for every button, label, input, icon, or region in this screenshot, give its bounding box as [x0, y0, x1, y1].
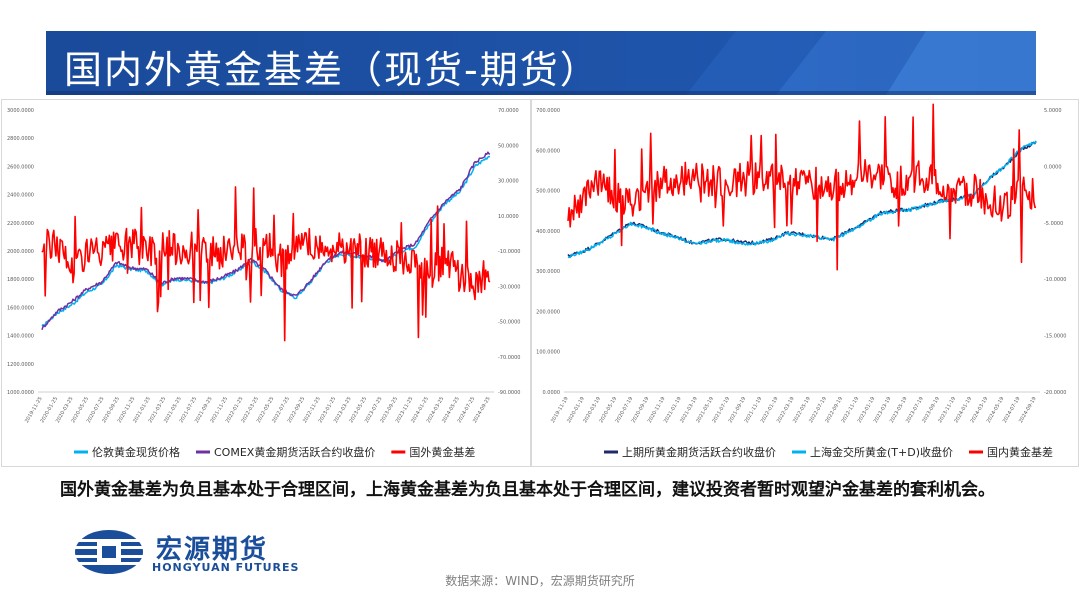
analysis-caption: 国外黄金基差为负且基本处于合理区间，上海黄金基差为负且基本处于合理区间，建议投资…	[60, 480, 995, 500]
logo-chinese-name: 宏源期货	[156, 535, 269, 565]
chart-foreign-gold-basis-svg: 1000.0000 1200.0000 1400.0000 1600.0000 1800…	[7, 108, 521, 459]
right-axis-tick-label: -70.0000	[498, 355, 520, 361]
right-axis-tick-label: -20.0000	[1044, 390, 1066, 396]
left-axis-tick-label: 400.0000	[536, 229, 560, 235]
logo-english-name: HONGYUAN FUTURES	[152, 561, 300, 574]
page-title: 国内外黄金基差（现货-期货）	[64, 48, 600, 92]
right-axis-tick-label: -30.0000	[498, 284, 520, 290]
right-axis-tick-label: 0.0000	[1044, 164, 1062, 170]
legend-label: COMEX黄金期货活跃合约收盘价	[214, 445, 375, 459]
left-axis-tick-label: 500.0000	[536, 189, 560, 195]
left-axis-tick-label: 700.0000	[536, 108, 560, 114]
series-line	[567, 103, 1037, 271]
left-axis-tick-label: 100.0000	[536, 350, 560, 356]
right-axis-tick-label: 10.0000	[498, 214, 519, 220]
chart-domestic-gold-basis-svg: 0.0000 100.0000 200.0000 300.0000 400.0000 50…	[536, 103, 1066, 459]
left-axis-tick-label: 300.0000	[536, 269, 560, 275]
left-axis-tick-label: 2400.0000	[7, 193, 34, 199]
right-axis-tick-label: -50.0000	[498, 320, 520, 326]
left-axis-tick-label: 2600.0000	[7, 164, 34, 170]
hongyuan-logo-icon	[75, 530, 143, 574]
legend-label: 上海金交所黄金(T+D)收盘价	[810, 445, 953, 459]
series-line	[41, 155, 491, 328]
series-line	[41, 151, 491, 331]
series-line	[567, 140, 1037, 259]
title-banner-background	[46, 31, 1036, 95]
chart-domestic-gold-basis: 0.0000 100.0000 200.0000 300.0000 400.0000 50…	[531, 99, 1079, 467]
right-axis-tick-label: -90.0000	[498, 390, 520, 396]
left-axis-tick-label: 1000.0000	[7, 390, 34, 396]
left-axis-tick-label: 1600.0000	[7, 305, 34, 311]
title-banner: 国内外黄金基差（现货-期货）	[46, 31, 1036, 95]
right-axis-tick-label: -15.0000	[1044, 334, 1066, 340]
right-axis-tick-label: -5.0000	[1044, 221, 1063, 227]
legend-label: 上期所黄金期货活跃合约收盘价	[622, 445, 776, 459]
left-axis-tick-label: 2800.0000	[7, 136, 34, 142]
x-axis-tick-label: 2024-09-19	[1018, 396, 1038, 424]
left-axis-tick-label: 2000.0000	[7, 249, 34, 255]
series-line	[41, 186, 491, 342]
right-axis-tick-label: 50.0000	[498, 143, 519, 149]
right-axis-tick-label: 30.0000	[498, 179, 519, 185]
legend-label: 国内黄金基差	[987, 445, 1053, 459]
left-axis-tick-label: 1400.0000	[7, 334, 34, 340]
left-axis-tick-label: 600.0000	[536, 148, 560, 154]
right-axis-tick-label: -10.0000	[498, 249, 520, 255]
legend-label: 国外黄金基差	[409, 445, 475, 459]
left-axis-tick-label: 1200.0000	[7, 362, 34, 368]
left-axis-tick-label: 200.0000	[536, 309, 560, 315]
left-axis-tick-label: 3000.0000	[7, 108, 34, 114]
right-axis-tick-label: 5.0000	[1044, 108, 1062, 114]
right-axis-tick-label: -10.0000	[1044, 277, 1066, 283]
right-axis-tick-label: 70.0000	[498, 108, 519, 114]
left-axis-tick-label: 1800.0000	[7, 277, 34, 283]
data-source: 数据来源：WIND，宏源期货研究所	[445, 574, 635, 588]
left-axis-tick-label: 2200.0000	[7, 221, 34, 227]
left-axis-tick-label: 0.0000	[543, 390, 561, 396]
chart-foreign-gold-basis: 1000.0000 1200.0000 1400.0000 1600.0000 1800…	[1, 99, 531, 467]
company-logo: 宏源期货 HONGYUAN FUTURES	[72, 527, 312, 577]
legend-label: 伦敦黄金现货价格	[92, 445, 180, 459]
